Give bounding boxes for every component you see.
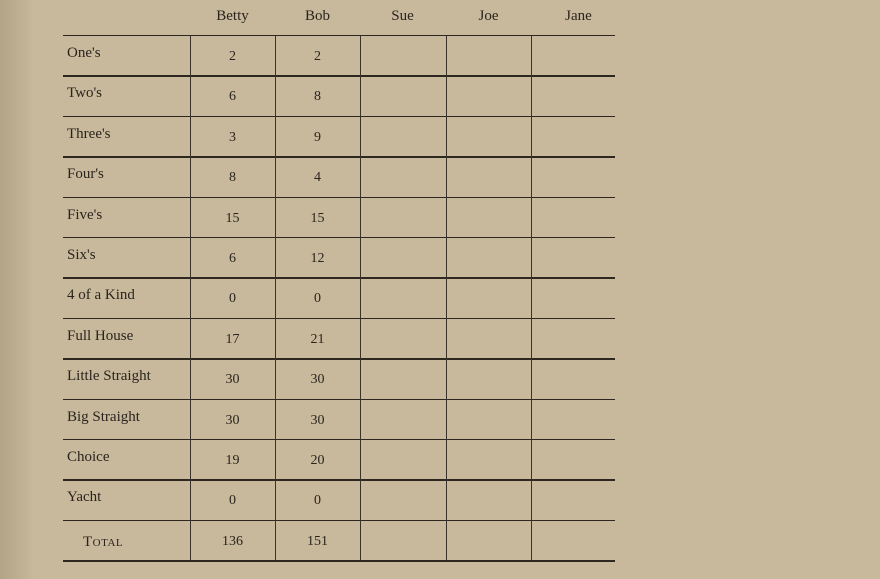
row-label: Four's [67, 166, 104, 183]
score-cell-betty: 15 [225, 210, 240, 226]
score-cell-betty: 0 [229, 291, 236, 307]
row-label: Big Straight [67, 408, 140, 425]
row-divider [63, 479, 615, 481]
score-table: Betty Bob Sue Joe Jane One's 2 2 Two's 6 8 Three's 3… [63, 0, 615, 562]
score-cell-betty: 6 [229, 251, 236, 266]
score-cell-bob: 9 [314, 129, 321, 145]
row-divider [63, 358, 615, 360]
row-label: Little Straight [67, 368, 151, 385]
score-cell-betty: 2 [229, 49, 236, 64]
table-row: Three's 3 9 [63, 116, 615, 156]
column-divider [190, 35, 192, 560]
score-cell-betty: 6 [229, 89, 236, 105]
table-row: Little Straight 30 30 [63, 358, 615, 398]
row-divider [63, 519, 615, 522]
row-label: Five's [67, 206, 103, 223]
table-row: Yacht 0 0 [63, 479, 615, 519]
score-cell-bob: 8 [314, 89, 321, 105]
row-divider [63, 317, 615, 320]
score-cell-bob: 20 [310, 453, 325, 468]
row-label: Total [83, 533, 124, 550]
table-row: Six's 6 12 [63, 237, 615, 277]
row-label: 4 of a Kind [67, 287, 135, 304]
table-row: Total 136 151 [63, 520, 615, 560]
score-cell-betty: 17 [225, 331, 240, 347]
table-row: 4 of a Kind 0 0 [63, 277, 615, 317]
score-cell-bob: 30 [310, 372, 325, 388]
table-row: One's 2 2 [63, 35, 615, 75]
row-divider [63, 237, 615, 239]
score-cell-bob: 21 [310, 331, 325, 347]
row-label: Six's [67, 247, 96, 263]
score-cell-betty: 8 [229, 170, 236, 186]
column-divider [446, 35, 448, 560]
score-cell-betty: 0 [229, 493, 236, 509]
score-cell-bob: 0 [314, 493, 321, 509]
row-label: Choice [67, 449, 110, 465]
score-cell-bob: 0 [314, 291, 321, 307]
row-divider [63, 35, 615, 37]
score-cell-bob: 30 [310, 412, 325, 428]
table-row: Four's 8 4 [63, 156, 615, 196]
score-cell-betty: 19 [225, 453, 240, 468]
column-header-bob: Bob [304, 8, 330, 24]
table-row: Five's 15 15 [63, 197, 615, 237]
row-divider [63, 75, 615, 77]
column-header-jane: Jane [565, 8, 592, 24]
row-divider [63, 196, 615, 198]
score-cell-betty: 136 [222, 533, 243, 549]
page-edge-shadow [0, 0, 34, 579]
column-divider [360, 35, 362, 560]
row-label: Full House [67, 327, 134, 344]
score-cell-bob: 2 [314, 49, 321, 64]
column-header-betty: Betty [216, 8, 249, 24]
row-label: Two's [67, 85, 102, 102]
row-label: One's [67, 45, 101, 61]
row-divider [63, 560, 615, 562]
table-row: Big Straight 30 30 [63, 399, 615, 439]
score-cell-bob: 15 [310, 210, 325, 226]
column-divider [531, 35, 533, 560]
column-header-sue: Sue [391, 8, 414, 24]
table-row: Two's 6 8 [63, 75, 615, 115]
score-cell-bob: 12 [310, 251, 325, 266]
row-divider [63, 277, 615, 279]
score-cell-bob: 151 [307, 533, 328, 549]
score-cell-bob: 4 [314, 170, 321, 186]
row-label: Yacht [67, 489, 102, 506]
row-label: Three's [67, 125, 111, 142]
score-cell-betty: 30 [225, 412, 240, 428]
row-divider [63, 156, 615, 158]
column-header-joe: Joe [478, 8, 499, 24]
table-row: Full House 17 21 [63, 318, 615, 358]
row-divider [63, 115, 615, 118]
row-divider [63, 398, 615, 400]
row-divider [63, 439, 615, 441]
score-cell-betty: 30 [225, 372, 240, 388]
column-divider [275, 35, 277, 560]
table-row: Choice 19 20 [63, 439, 615, 479]
score-cell-betty: 3 [229, 129, 236, 145]
